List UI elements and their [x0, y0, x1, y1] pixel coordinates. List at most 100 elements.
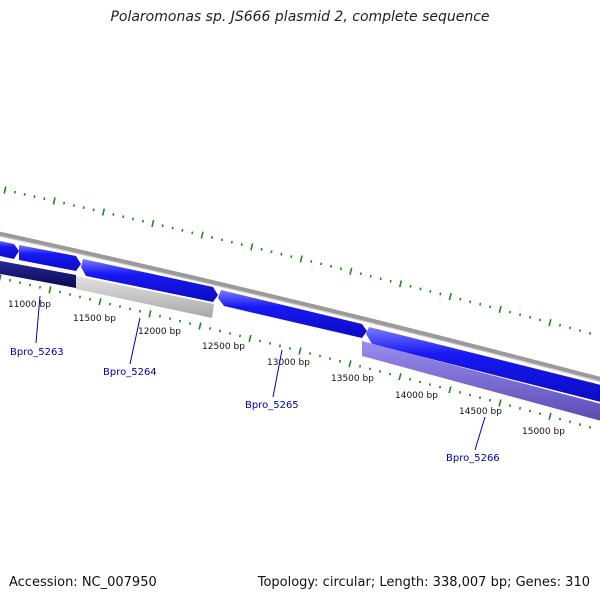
tick-mark [428, 383, 432, 386]
tick-mark [92, 208, 95, 212]
tick-mark [28, 283, 32, 287]
tick-mark [548, 318, 552, 327]
tick-mark [43, 197, 46, 201]
tick-labels: 11000 bp 11500 bp 12000 bp 12500 bp 1300… [8, 300, 565, 437]
gene-label-bpro-5266[interactable]: Bpro_5266 [446, 453, 500, 464]
tick-mark [338, 359, 342, 363]
tick-mark [23, 192, 26, 196]
tick-mark [280, 252, 283, 256]
tick-mark [258, 339, 262, 343]
tick-mark [419, 287, 422, 291]
backbone-outer-line [0, 231, 600, 382]
backbone-inner-line [0, 235, 600, 382]
tick-mark [13, 190, 16, 194]
tick-mark [211, 236, 214, 239]
gene-arrow[interactable] [81, 259, 218, 302]
tick-mark [112, 213, 115, 216]
tick-mark [161, 224, 164, 228]
tick-mark [290, 255, 293, 258]
gene-bpro-5264[interactable] [76, 276, 214, 318]
tick-mark [398, 373, 402, 381]
tick-mark [148, 310, 152, 318]
tick-mark [288, 347, 292, 350]
tick-mark [88, 297, 92, 301]
tick-mark [298, 347, 302, 355]
gene-bpro-5263[interactable] [0, 260, 76, 288]
gene-labels: Bpro_5263 Bpro_5264 Bpro_5265 Bpro_5266 [10, 295, 500, 464]
tick-mark [389, 279, 392, 283]
tick-mark [101, 208, 106, 216]
tick-mark [538, 318, 542, 322]
gene-label-bpro-5263[interactable]: Bpro_5263 [10, 347, 64, 358]
tick-mark [448, 386, 452, 394]
gene-arrow[interactable] [366, 327, 600, 403]
tick-mark [181, 229, 184, 232]
tick-mark [439, 292, 442, 296]
gene-arrow[interactable] [0, 240, 19, 259]
tick-mark [198, 322, 202, 330]
tick-mark [278, 344, 282, 348]
tick-mark [468, 393, 472, 397]
tick-mark [379, 277, 382, 281]
tick-mark [82, 206, 85, 209]
tick-mark [72, 204, 75, 207]
tick-mark [578, 423, 582, 426]
tick-mark [33, 195, 36, 198]
tick-mark [479, 302, 482, 306]
tick-mark [339, 267, 342, 271]
forward-genes [0, 240, 600, 403]
tick-mark [408, 377, 412, 381]
gene-bpro-5265[interactable] [218, 290, 367, 338]
tick-mark [308, 352, 312, 355]
tick-mark [270, 250, 273, 254]
gene-label-bpro-5265[interactable]: Bpro_5265 [245, 400, 299, 411]
tick-mark [240, 243, 243, 246]
topology-summary: Topology: circular; Length: 338,007 bp; … [257, 575, 590, 590]
tick-mark [588, 425, 592, 429]
tick-mark [458, 391, 462, 394]
tick-mark [18, 281, 22, 285]
leader-line [35, 295, 41, 344]
tick-mark [178, 319, 182, 323]
tick-mark [200, 231, 204, 239]
tick-mark [578, 329, 582, 332]
tick-mark [588, 331, 592, 335]
tick-mark [299, 255, 303, 263]
tick-mark [528, 315, 532, 319]
tick-mark [548, 412, 552, 421]
tick-mark [409, 284, 412, 288]
tick-mark [498, 305, 502, 313]
tick-label: 13500 bp [331, 374, 374, 384]
tick-mark [488, 398, 492, 402]
tick-mark [191, 231, 194, 235]
tick-mark [328, 357, 332, 360]
tick-mark [558, 417, 562, 421]
tick-mark [489, 305, 492, 309]
tick-mark [98, 298, 102, 306]
gene-bpro-5266[interactable] [362, 341, 600, 422]
map-title: Polaromonas sp. JS666 plasmid 2, complet… [110, 9, 490, 25]
tick-mark [358, 364, 362, 368]
tick-label: 13000 bp [267, 358, 310, 368]
tick-mark [228, 332, 232, 335]
tick-mark [398, 280, 403, 288]
tick-mark [171, 226, 174, 230]
tick-mark [141, 219, 144, 223]
tick-mark [218, 329, 222, 333]
tick-mark [138, 309, 142, 313]
gene-label-bpro-5264[interactable]: Bpro_5264 [103, 367, 157, 378]
tick-mark [459, 297, 462, 301]
tick-mark [168, 317, 172, 320]
tick-mark [538, 412, 542, 416]
tick-label: 11500 bp [73, 314, 116, 324]
tick-mark [8, 278, 12, 282]
tick-label: 15000 bp [522, 427, 565, 437]
tick-mark [48, 286, 52, 294]
tick-mark [498, 399, 502, 407]
tick-mark [3, 186, 7, 194]
tick-mark [318, 354, 322, 358]
tick-mark [388, 372, 392, 376]
tick-mark [369, 274, 372, 278]
tick-label: 12000 bp [138, 327, 181, 337]
gene-arrow[interactable] [19, 245, 81, 271]
